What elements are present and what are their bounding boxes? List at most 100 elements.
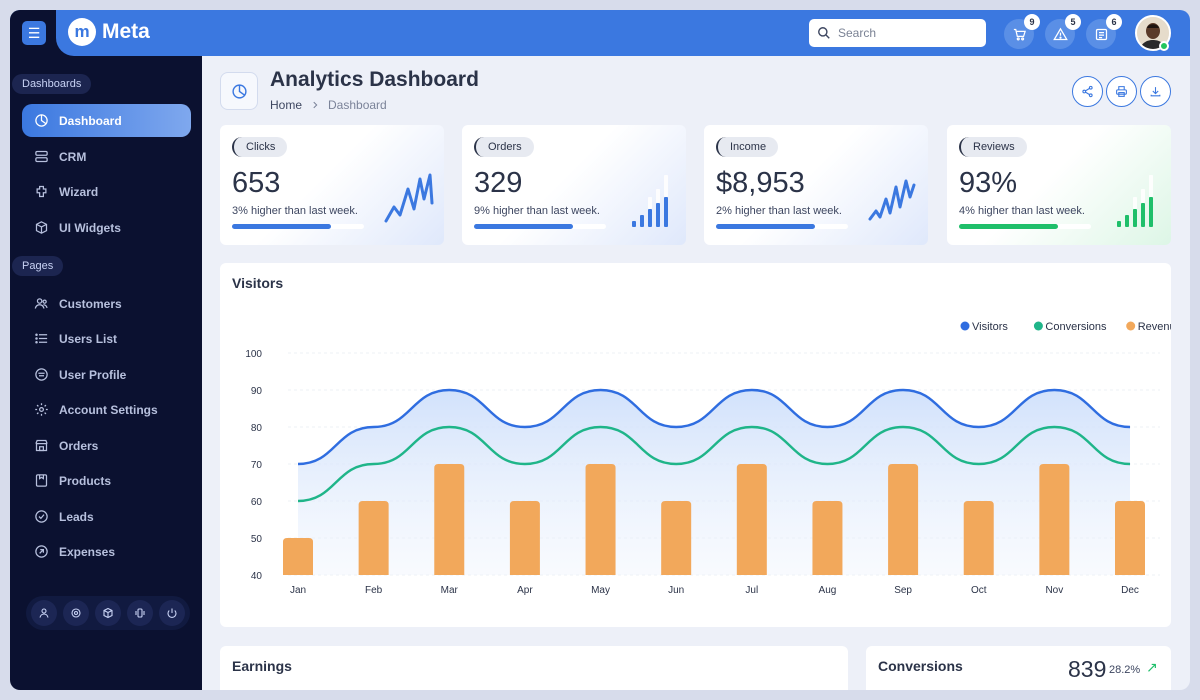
- online-status-dot: [1159, 41, 1169, 51]
- stat-value: $8,953: [716, 167, 805, 199]
- page-actions: [1072, 76, 1171, 107]
- sidebar-item-leads[interactable]: Leads: [22, 500, 191, 533]
- stat-label: Clicks: [232, 137, 288, 157]
- legend-label: Conversions: [1045, 321, 1107, 333]
- x-tick-label: Apr: [517, 585, 533, 596]
- stat-value: 329: [474, 167, 523, 199]
- news-badge: 6: [1106, 14, 1122, 30]
- sidebar-item-label: Expenses: [59, 544, 116, 559]
- stat-progress-fill: [232, 224, 331, 229]
- stat-progress: [959, 224, 1091, 229]
- x-tick-label: Nov: [1045, 585, 1063, 596]
- sidebar-item-label: Customers: [59, 296, 122, 311]
- x-tick-label: May: [591, 585, 610, 596]
- sidebar-item-ui-widgets[interactable]: UI Widgets: [22, 211, 191, 244]
- box-action-button[interactable]: [95, 600, 121, 626]
- x-tick-label: Feb: [365, 585, 383, 596]
- printer-icon: [1116, 86, 1127, 97]
- print-button[interactable]: [1106, 76, 1137, 107]
- revenue-bar: [585, 464, 616, 575]
- conversions-title: Conversions: [878, 658, 963, 674]
- y-tick-label: 40: [251, 571, 263, 582]
- sidebar-item-crm[interactable]: CRM: [22, 140, 191, 173]
- stat-card-clicks: Clicks 653 3% higher than last week.: [220, 125, 444, 245]
- newspaper-icon: [1095, 28, 1107, 40]
- sidebar-item-users-list[interactable]: Users List: [22, 322, 191, 355]
- search-icon: [818, 27, 830, 39]
- power-icon: [167, 608, 177, 618]
- breadcrumb-home[interactable]: Home: [270, 98, 303, 112]
- sidebar-item-dashboard[interactable]: Dashboard: [22, 104, 191, 137]
- search-input[interactable]: [838, 26, 978, 40]
- x-tick-label: Jan: [290, 585, 306, 596]
- app-name: Meta: [102, 20, 150, 43]
- sidebar-item-customers[interactable]: Customers: [22, 287, 191, 320]
- sidebar-item-account-settings[interactable]: Account Settings: [22, 393, 191, 426]
- stat-card-income: Income $8,953 2% higher than last week.: [704, 125, 928, 245]
- settings-action-button[interactable]: [63, 600, 89, 626]
- logo[interactable]: m Meta: [68, 18, 150, 46]
- top-bar: ☰ m Meta 9 5 6: [10, 10, 1190, 56]
- revenue-bar: [888, 464, 919, 575]
- breadcrumb: Home Dashboard: [270, 98, 387, 112]
- revenue-bar: [434, 464, 465, 575]
- stat-progress: [716, 224, 848, 229]
- share-button[interactable]: [1072, 76, 1103, 107]
- sidebar-item-expenses[interactable]: Expenses: [22, 535, 191, 568]
- legend-marker: [1033, 321, 1043, 331]
- stat-card-orders: Orders 329 9% higher than last week.: [462, 125, 686, 245]
- news-button[interactable]: 6: [1086, 14, 1122, 49]
- zigzag-chart-icon: [384, 173, 434, 223]
- download-button[interactable]: [1140, 76, 1171, 107]
- sidebar-item-label: Orders: [59, 438, 99, 453]
- legend-label: Visitors: [972, 321, 1008, 333]
- visitors-line: [297, 388, 1131, 466]
- x-tick-label: Dec: [1121, 585, 1139, 596]
- y-tick-label: 100: [245, 349, 262, 360]
- visitors-chart: 40 50 60 70 80 90 100 Jan Feb Mar Apr May Jun Jul Aug S…: [245, 321, 1171, 596]
- y-tick-label: 60: [251, 497, 263, 508]
- sidebar-item-products[interactable]: Products: [22, 464, 191, 497]
- zigzag-chart-icon: [868, 179, 916, 221]
- power-action-button[interactable]: [159, 600, 185, 626]
- sidebar-section-pages: Pages: [12, 256, 64, 276]
- stat-value: 93%: [959, 167, 1018, 199]
- y-tick-label: 80: [251, 423, 263, 434]
- user-icon: [39, 608, 49, 618]
- breadcrumb-current: Dashboard: [328, 98, 387, 112]
- users-icon: [34, 298, 48, 309]
- vibrate-action-button[interactable]: [127, 600, 153, 626]
- cart-badge: 9: [1024, 14, 1040, 30]
- chevron-right-icon: [313, 101, 318, 109]
- conversions-percent: 28.2%: [1109, 664, 1141, 676]
- stat-progress: [474, 224, 606, 229]
- earnings-card: Earnings: [220, 646, 848, 690]
- conversions-line: [297, 425, 1131, 503]
- stat-progress-fill: [959, 224, 1058, 229]
- sidebar-item-orders[interactable]: Orders: [22, 429, 191, 462]
- sidebar-item-wizard[interactable]: Wizard: [22, 175, 191, 208]
- box-icon: [35, 221, 48, 234]
- x-tick-label: Aug: [819, 585, 837, 596]
- box-icon: [103, 607, 113, 619]
- sidebar-item-label: Leads: [59, 509, 94, 524]
- store-icon: [35, 439, 48, 452]
- download-icon: [1150, 87, 1161, 97]
- logo-mark: m: [68, 18, 96, 46]
- profile-action-button[interactable]: [31, 600, 57, 626]
- legend-marker: [960, 321, 970, 331]
- x-tick-label: Jun: [668, 585, 684, 596]
- list-icon: [35, 333, 48, 344]
- menu-toggle-button[interactable]: ☰: [22, 21, 46, 45]
- sidebar-item-label: User Profile: [59, 367, 127, 382]
- sidebar-item-label: Account Settings: [59, 402, 158, 417]
- sidebar-quick-actions: [26, 596, 190, 630]
- visitors-area: [298, 390, 1130, 575]
- search-box[interactable]: [809, 19, 986, 47]
- sidebar-item-label: Dashboard: [59, 113, 122, 128]
- sidebar-item-user-profile[interactable]: User Profile: [22, 358, 191, 391]
- revenue-bar: [661, 501, 692, 575]
- alerts-button[interactable]: 5: [1045, 14, 1081, 49]
- puzzle-icon: [36, 185, 47, 198]
- cart-button[interactable]: 9: [1004, 14, 1040, 49]
